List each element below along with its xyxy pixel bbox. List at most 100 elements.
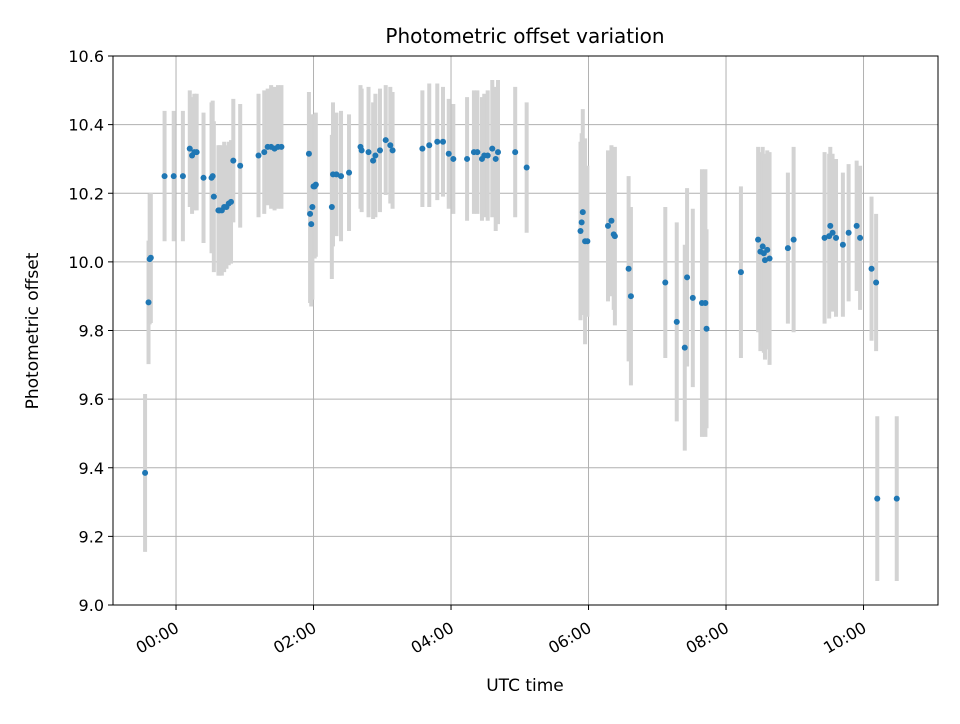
data-point [827, 222, 834, 229]
data-point [766, 255, 773, 262]
data-point [389, 147, 396, 154]
data-point [228, 198, 235, 205]
data-point [484, 152, 491, 159]
data-point [328, 203, 335, 210]
data-point [853, 222, 860, 229]
y-tick-label: 9.8 [79, 322, 104, 341]
data-point [681, 344, 688, 351]
data-point [873, 279, 880, 286]
data-point [358, 147, 365, 154]
chart-title: Photometric offset variation [385, 24, 664, 48]
data-point [186, 145, 193, 152]
data-point [372, 152, 379, 159]
data-points [142, 137, 900, 502]
data-point [145, 299, 152, 306]
data-point [440, 138, 446, 145]
data-point [338, 173, 345, 180]
data-point [857, 234, 864, 241]
data-point [625, 265, 632, 272]
data-point [278, 143, 285, 150]
y-tick-label: 9.0 [79, 596, 104, 615]
data-point [210, 193, 217, 200]
data-point [230, 157, 237, 164]
data-point [200, 174, 207, 181]
data-point [839, 241, 846, 248]
data-point [577, 227, 584, 234]
data-point [684, 274, 691, 281]
data-point [689, 294, 696, 301]
data-point [605, 222, 611, 229]
data-point [376, 147, 383, 154]
x-tick-label: 10:00 [820, 618, 869, 658]
y-tick-label: 10.2 [68, 184, 104, 203]
data-point [474, 149, 481, 156]
y-axis: 9.0 9.2 9.4 9.6 9.8 10.0 10.2 10.4 10.6 [68, 47, 113, 615]
data-point [170, 173, 177, 180]
x-tick-label: 02:00 [270, 618, 319, 658]
x-tick-label: 06:00 [545, 618, 594, 658]
data-point [702, 300, 709, 307]
x-tick-label: 08:00 [683, 618, 732, 658]
y-tick-label: 9.6 [79, 390, 104, 409]
data-point [821, 234, 828, 241]
data-point [673, 318, 680, 325]
data-point [737, 269, 744, 276]
x-axis: 00:00 02:00 04:00 06:00 08:00 10:00 [133, 605, 870, 658]
data-point [662, 279, 669, 286]
data-point [703, 325, 710, 332]
data-point [179, 173, 186, 180]
y-tick-label: 9.4 [79, 459, 104, 478]
data-point [845, 229, 852, 236]
data-point [370, 157, 377, 164]
data-point [464, 155, 471, 162]
y-axis-label: Photometric offset [23, 252, 43, 409]
x-axis-label: UTC time [486, 676, 564, 696]
data-point [312, 181, 319, 188]
data-point [209, 173, 216, 180]
data-point [489, 145, 496, 152]
data-point [784, 245, 791, 252]
y-tick-label: 10.6 [68, 47, 104, 66]
data-point [305, 150, 312, 157]
data-point [142, 469, 149, 476]
data-point [874, 495, 881, 502]
data-point [829, 229, 836, 236]
x-tick-label: 00:00 [133, 618, 182, 658]
data-point [365, 149, 372, 156]
data-point [255, 152, 262, 159]
data-point [755, 236, 762, 243]
data-point [790, 236, 797, 243]
data-point [161, 173, 168, 180]
data-point [434, 138, 441, 145]
data-point [309, 203, 316, 210]
data-point [308, 221, 315, 228]
data-point [759, 243, 766, 250]
data-point [893, 495, 900, 502]
data-point [579, 209, 586, 216]
data-point [307, 210, 314, 217]
data-point [387, 142, 394, 149]
data-point [761, 257, 768, 264]
data-point [833, 234, 840, 241]
x-tick-label: 04:00 [408, 618, 457, 658]
data-point [611, 233, 618, 240]
data-point [627, 293, 634, 300]
y-tick-label: 10.0 [68, 253, 104, 272]
y-tick-label: 9.2 [79, 527, 104, 546]
data-point [333, 171, 340, 178]
data-point [346, 169, 353, 176]
data-point [584, 238, 591, 245]
data-point [147, 254, 154, 261]
data-point [419, 145, 426, 152]
data-point [868, 265, 875, 272]
data-point [512, 149, 519, 156]
data-point [495, 149, 501, 156]
data-point [193, 149, 200, 156]
data-point [382, 137, 389, 144]
data-point [578, 219, 585, 226]
data-point [445, 150, 452, 157]
y-tick-label: 10.4 [68, 116, 104, 135]
data-point [764, 246, 771, 253]
data-point [523, 164, 530, 171]
